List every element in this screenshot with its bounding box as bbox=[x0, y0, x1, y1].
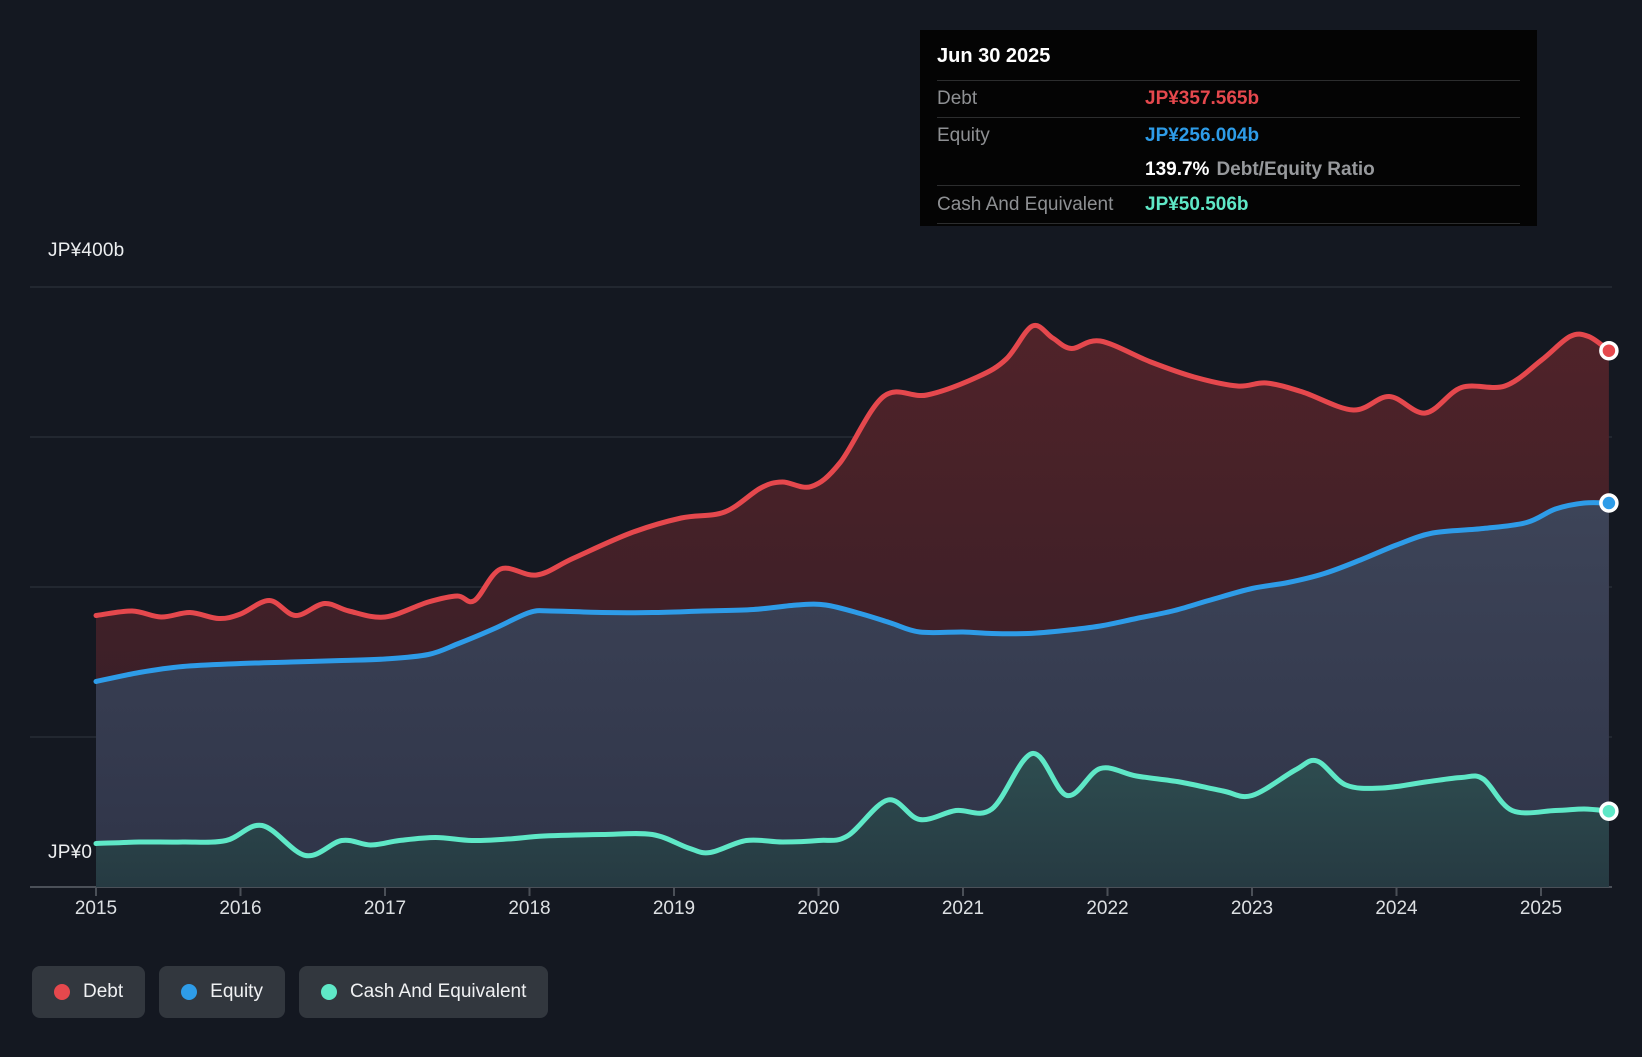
x-axis-label-2025: 2025 bbox=[1520, 898, 1562, 920]
debt-dot-icon bbox=[54, 984, 70, 1000]
debt-end-marker bbox=[1601, 343, 1617, 359]
legend-equity-label: Equity bbox=[210, 981, 263, 1003]
y-axis-label-400b: JP¥400b bbox=[48, 240, 124, 262]
tooltip-debt-row: Debt JP¥357.565b bbox=[937, 81, 1520, 118]
tooltip-date: Jun 30 2025 bbox=[937, 30, 1520, 81]
cash-dot-icon bbox=[321, 984, 337, 1000]
legend-item-debt[interactable]: Debt bbox=[32, 966, 145, 1018]
x-axis-label-2018: 2018 bbox=[508, 898, 550, 920]
x-axis-label-2022: 2022 bbox=[1086, 898, 1128, 920]
tooltip-cash-row: Cash And Equivalent JP¥50.506b bbox=[937, 186, 1520, 224]
tooltip-cash-label: Cash And Equivalent bbox=[937, 194, 1113, 216]
tooltip-debt-value: JP¥357.565b bbox=[1145, 88, 1259, 110]
tooltip-debt-label: Debt bbox=[937, 88, 977, 110]
legend-item-cash[interactable]: Cash And Equivalent bbox=[299, 966, 548, 1018]
equity-dot-icon bbox=[181, 984, 197, 1000]
cash-and-equivalent-end-marker bbox=[1601, 803, 1617, 819]
x-axis-label-2024: 2024 bbox=[1375, 898, 1417, 920]
x-axis: 2015 2016 2017 2018 2019 2020 2021 2022 2023 2024… bbox=[0, 898, 1642, 924]
x-axis-label-2020: 2020 bbox=[797, 898, 839, 920]
tooltip-equity-row: Equity JP¥256.004b bbox=[937, 118, 1520, 154]
x-axis-label-2015: 2015 bbox=[75, 898, 117, 920]
x-axis-label-2016: 2016 bbox=[219, 898, 261, 920]
tooltip-ratio-label: Debt/Equity Ratio bbox=[1216, 159, 1374, 180]
x-axis-label-2019: 2019 bbox=[653, 898, 695, 920]
tooltip-cash-value: JP¥50.506b bbox=[1145, 194, 1249, 216]
tooltip-ratio-row: 139.7% Debt/Equity Ratio bbox=[937, 154, 1520, 186]
equity-end-marker bbox=[1601, 495, 1617, 511]
tooltip-equity-value: JP¥256.004b bbox=[1145, 125, 1259, 147]
chart-tooltip: Jun 30 2025 Debt JP¥357.565b Equity JP¥2… bbox=[920, 30, 1537, 226]
legend-cash-label: Cash And Equivalent bbox=[350, 981, 526, 1003]
y-axis-label-0: JP¥0 bbox=[48, 842, 92, 864]
x-axis-label-2023: 2023 bbox=[1231, 898, 1273, 920]
x-axis-label-2017: 2017 bbox=[364, 898, 406, 920]
chart-legend: Debt Equity Cash And Equivalent bbox=[32, 966, 548, 1018]
tooltip-equity-label: Equity bbox=[937, 125, 990, 147]
legend-item-equity[interactable]: Equity bbox=[159, 966, 285, 1018]
tooltip-ratio: 139.7% Debt/Equity Ratio bbox=[1145, 159, 1375, 181]
x-axis-label-2021: 2021 bbox=[942, 898, 984, 920]
tooltip-ratio-value: 139.7% bbox=[1145, 159, 1209, 180]
legend-debt-label: Debt bbox=[83, 981, 123, 1003]
